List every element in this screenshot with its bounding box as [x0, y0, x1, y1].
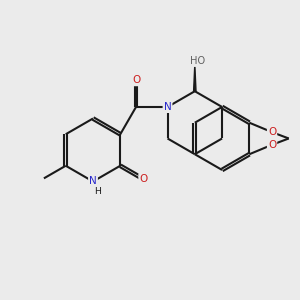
Text: N: N	[164, 102, 171, 112]
Text: O: O	[268, 127, 276, 137]
Text: O: O	[268, 140, 276, 150]
Text: O: O	[139, 174, 148, 184]
Text: O: O	[132, 75, 140, 85]
Polygon shape	[194, 64, 196, 91]
Text: N: N	[89, 176, 97, 187]
Text: HO: HO	[190, 56, 206, 66]
Text: H: H	[94, 188, 101, 196]
